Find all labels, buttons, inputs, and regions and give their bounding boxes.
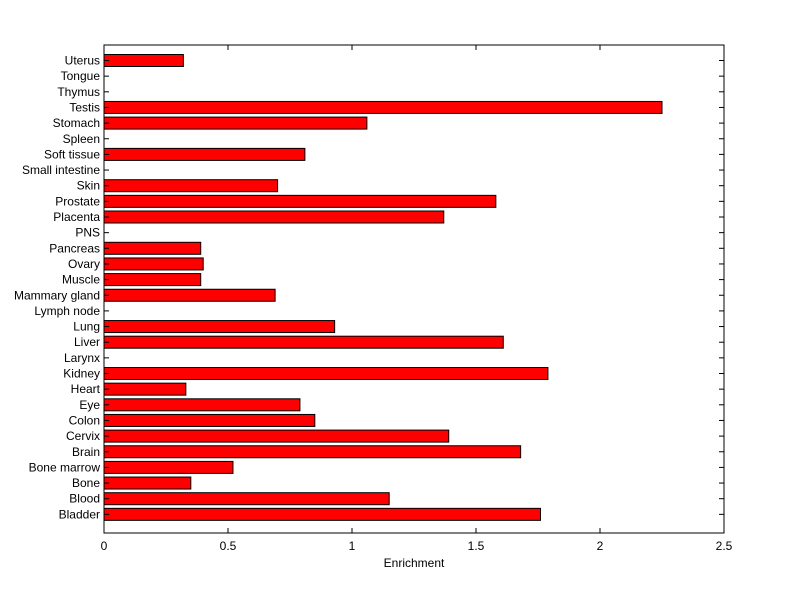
bar-eye (103, 398, 301, 412)
bar-muscle (103, 273, 202, 287)
bar-soft-tissue (103, 147, 306, 161)
y-tick-label-thymus: Thymus (57, 85, 100, 99)
y-tick-label-liver: Liver (74, 335, 100, 349)
y-tick-label-stomach: Stomach (53, 116, 100, 130)
y-tick-label-skin: Skin (77, 179, 100, 193)
y-tick-label-kidney: Kidney (63, 367, 100, 381)
bar-brain (103, 445, 522, 459)
x-tick-label-2: 1 (349, 539, 356, 553)
y-tick-label-heart: Heart (71, 382, 101, 396)
y-tick-label-larynx: Larynx (64, 351, 100, 365)
bar-colon (103, 413, 316, 427)
y-tick-label-spleen: Spleen (63, 132, 100, 146)
bar-bladder (103, 507, 541, 521)
y-tick-label-blood: Blood (69, 492, 100, 506)
x-tick-label-1: 0.5 (220, 539, 237, 553)
y-tick-label-soft-tissue: Soft tissue (44, 147, 100, 161)
bar-cervix (103, 429, 450, 443)
x-tick-label-5: 2.5 (716, 539, 733, 553)
x-axis-label: Enrichment (384, 556, 445, 570)
bar-ovary (103, 257, 204, 271)
y-tick-label-tongue: Tongue (61, 69, 101, 83)
bar-pancreas (103, 241, 202, 255)
x-axis-ticks: 0 0.5 1 1.5 2 2.5 (101, 45, 733, 553)
y-tick-label-bone-marrow: Bone marrow (29, 460, 101, 474)
bar-prostate (103, 194, 497, 208)
y-tick-label-testis: Testis (69, 100, 100, 114)
y-tick-label-prostate: Prostate (55, 194, 100, 208)
y-tick-label-bladder: Bladder (59, 507, 100, 521)
bar-bone (103, 476, 192, 490)
y-tick-label-brain: Brain (72, 445, 100, 459)
y-tick-label-pancreas: Pancreas (49, 241, 100, 255)
y-tick-label-lymph-node: Lymph node (34, 304, 100, 318)
bar-bone-marrow (103, 460, 234, 474)
bar-placenta (103, 210, 445, 224)
bar-lung (103, 320, 336, 334)
x-tick-label-4: 2 (597, 539, 604, 553)
y-tick-label-eye: Eye (79, 398, 100, 412)
y-tick-label-mammary-gland: Mammary gland (14, 288, 100, 302)
y-tick-label-placenta: Placenta (53, 210, 100, 224)
bar-stomach (103, 116, 368, 130)
y-tick-label-colon: Colon (69, 413, 100, 427)
bar-mammary-gland (103, 288, 276, 302)
y-tick-label-lung: Lung (73, 320, 100, 334)
x-tick-label-0: 0 (101, 539, 108, 553)
bar-kidney (103, 367, 549, 380)
y-tick-label-bone: Bone (72, 476, 100, 490)
bar-uterus (103, 54, 184, 67)
bar-liver (103, 335, 504, 349)
y-tick-label-muscle: Muscle (62, 273, 100, 287)
y-tick-label-cervix: Cervix (66, 429, 100, 443)
y-tick-label-ovary: Ovary (68, 257, 100, 271)
bars (103, 54, 663, 521)
bar-blood (103, 492, 390, 506)
bar-skin (103, 179, 279, 193)
bar-heart (103, 382, 187, 396)
bar-testis (103, 100, 663, 114)
y-tick-label-uterus: Uterus (65, 54, 100, 68)
x-tick-label-3: 1.5 (468, 539, 485, 553)
y-tick-label-small-intestine: Small intestine (22, 163, 100, 177)
y-tick-label-pns: PNS (75, 226, 100, 240)
